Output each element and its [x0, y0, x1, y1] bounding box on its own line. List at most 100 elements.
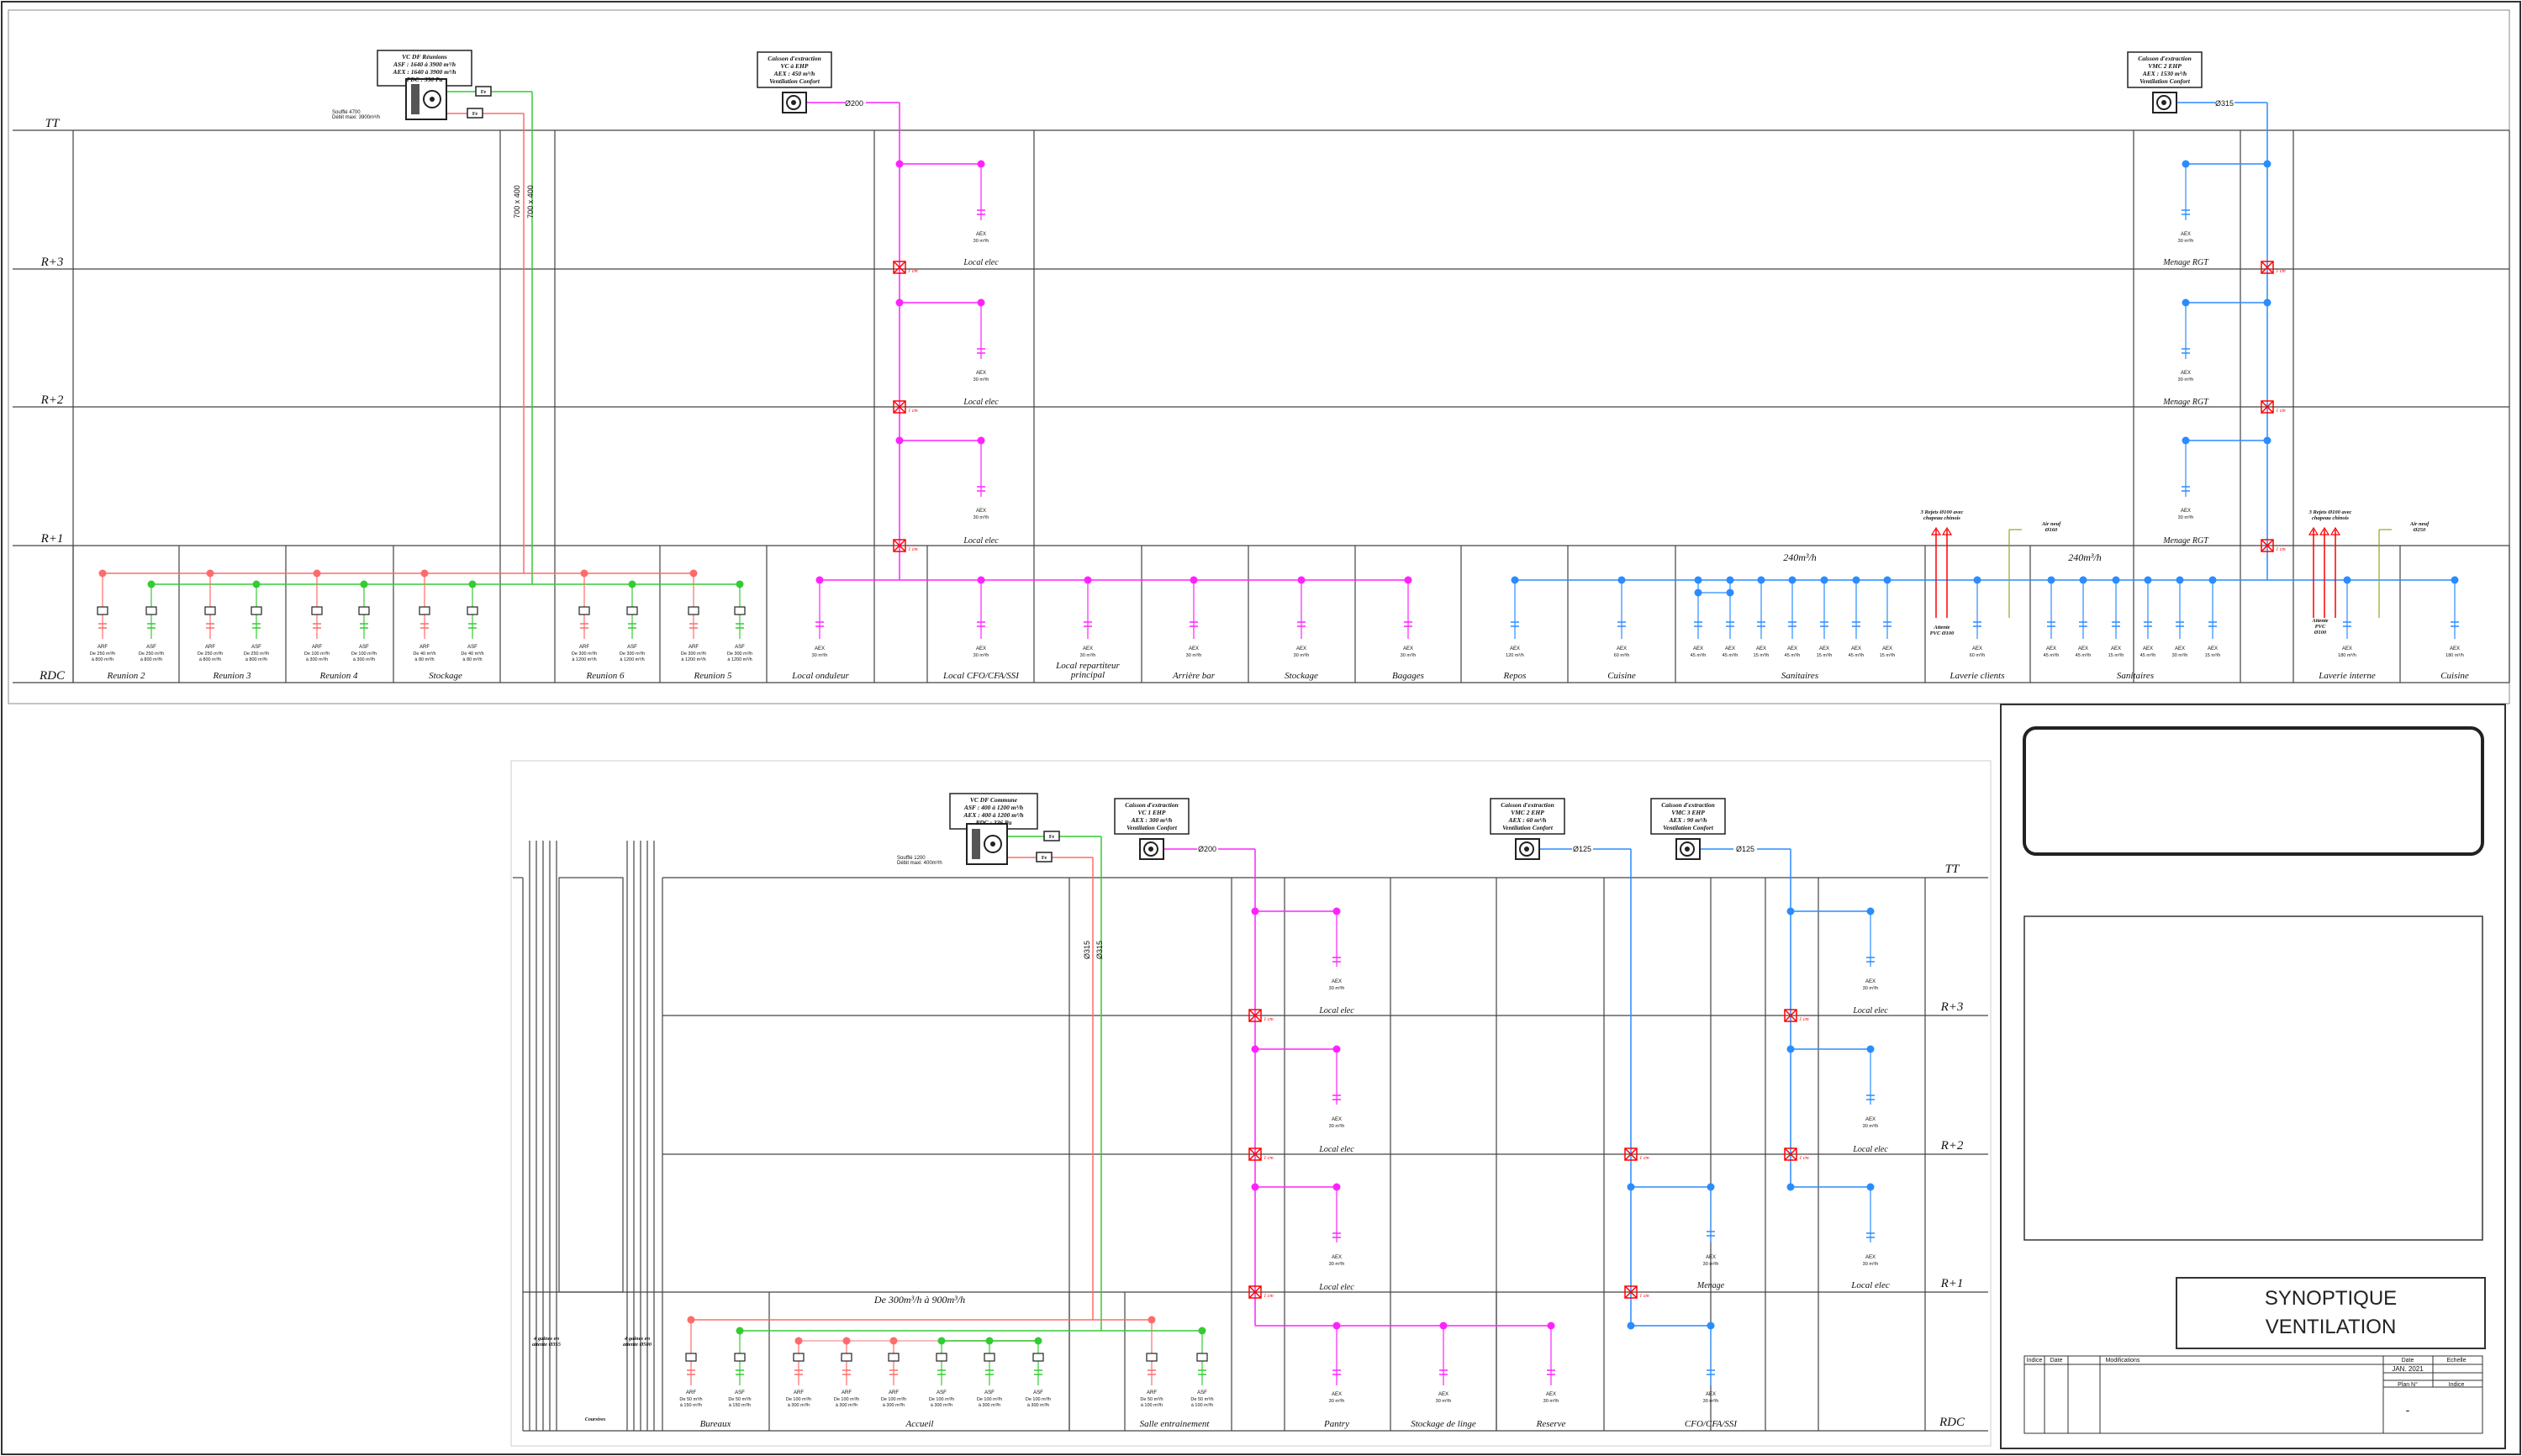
room-label: Laverie clients: [1949, 671, 2004, 681]
diffuser-icon: [1788, 621, 1797, 627]
volume-damper: [626, 606, 638, 615]
terminal-flow: De 50 m³/h: [679, 1397, 702, 1402]
box-text: VC à EHP: [781, 62, 809, 70]
diffuser-icon: [1439, 1369, 1448, 1375]
room-label: Reunion 2: [107, 671, 145, 681]
damper-label: 1 cm: [2276, 269, 2286, 274]
terminal-tag: ARF: [312, 645, 322, 650]
duct-node: [313, 569, 321, 578]
box-text: AEX : 400 à 1200 m³/h: [963, 811, 1023, 819]
diffuser-icon: [1332, 957, 1341, 963]
terminal-flow: à 1200 m³/h: [727, 657, 752, 662]
diffuser-icon: [2182, 486, 2190, 492]
diffuser-icon: [1726, 621, 1734, 627]
terminal-flow: 15 m³/h: [1754, 653, 1770, 658]
duct-node: [1251, 1183, 1259, 1191]
duct-node: [2079, 576, 2087, 584]
room-label: Arrière bar: [1172, 671, 1216, 681]
terminal-flow: 15 m³/h: [1817, 653, 1833, 658]
terminal-flow: à 100 m³/h: [1191, 1403, 1213, 1408]
duct-node: [147, 580, 156, 588]
terminal-tag: ASF: [1197, 1390, 1207, 1395]
terminal-flow: De 250 m³/h: [90, 652, 115, 657]
duct-node: [2263, 160, 2271, 168]
terminal-tag: ASF: [251, 645, 261, 650]
diffuser-icon: [2047, 621, 2055, 627]
terminal-flow: 30 m³/h: [1401, 653, 1417, 658]
duct-node: [842, 1337, 851, 1345]
volume-damper: [419, 606, 430, 615]
terminal-flow: 120 m³/h: [1506, 653, 1524, 658]
room-label: Reunion 6: [586, 671, 625, 681]
terminal-flow: 45 m³/h: [1723, 653, 1738, 658]
terminal-flow: à 300 m³/h: [883, 1403, 905, 1408]
duct-node: [794, 1337, 803, 1345]
chinese-hat-icon: [2329, 526, 2341, 535]
bottom-section-frame: [510, 760, 1992, 1447]
volume-damper: [578, 606, 590, 615]
label-box: [1490, 798, 1565, 835]
damper-label: 1 cm: [2276, 547, 2286, 552]
duct-node: [1627, 1183, 1635, 1191]
duct-node: [1251, 907, 1259, 915]
diffuser-icon: [736, 1369, 744, 1375]
terminal-tag: AEX: [976, 646, 986, 652]
duct-node: [1251, 1045, 1259, 1053]
level-label: RDC: [1939, 1416, 1965, 1429]
room-label: Repos: [1503, 671, 1527, 681]
logo-box: [2023, 726, 2484, 856]
diffuser-icon: [1852, 621, 1860, 627]
room-label: Local elec: [1318, 1145, 1354, 1154]
volume-damper: [936, 1353, 947, 1362]
terminal-flow: 45 m³/h: [1691, 653, 1707, 658]
diffuser-icon: [815, 621, 824, 627]
duct-node: [895, 298, 904, 307]
diffuser-icon: [2144, 621, 2152, 627]
room-label: CFO/CFA/SSI: [1685, 1419, 1738, 1429]
diffuser-icon: [313, 623, 321, 629]
damper-label: 1 cm: [908, 409, 918, 414]
box-text: Caisson d'extraction: [1501, 801, 1554, 809]
terminal-tag: ARF: [98, 645, 108, 650]
label-box: [1650, 798, 1726, 835]
symbol-layer: [97, 50, 2459, 1375]
label-layer: Indice Date Modifications Date Echelle JAN. 2…: [39, 53, 2469, 1429]
duct-node: [252, 580, 261, 588]
terminal-tag: ASF: [937, 1390, 947, 1395]
diffuser-icon: [1148, 1369, 1156, 1375]
damper-tag: Fe: [1049, 835, 1055, 840]
note-text: 4 gaines en: [533, 1336, 560, 1342]
terminal-tag: ARF: [1147, 1390, 1157, 1395]
diffuser-icon: [977, 486, 985, 492]
terminal-flow: 60 m³/h: [1970, 653, 1986, 658]
diffuser-icon: [736, 623, 744, 629]
room-label: Reunion 5: [694, 671, 732, 681]
terminal-tag: AEX: [1296, 646, 1306, 652]
terminal-flow: De 300 m³/h: [681, 652, 706, 657]
duct-node: [689, 569, 698, 578]
duct-node: [736, 1327, 744, 1335]
terminal-tag: AEX: [2181, 509, 2191, 514]
diffuser-icon: [1820, 621, 1828, 627]
terminal-tag: AEX: [1438, 1392, 1448, 1397]
duct-node: [895, 436, 904, 445]
note-text: 4 gaines en: [624, 1336, 651, 1342]
terminal-flow: De 300 m³/h: [727, 652, 752, 657]
fan-icon: [1675, 838, 1701, 860]
terminal-tag: ARF: [686, 1390, 696, 1395]
duct-node: [1707, 1321, 1715, 1330]
tb-dash: -: [2406, 1403, 2410, 1416]
duct-node: [1694, 588, 1702, 597]
box-text: Ventilation Confort: [1502, 824, 1554, 831]
ahu-note: Soufflé 4700: [332, 110, 361, 115]
volume-damper: [467, 606, 478, 615]
chinese-hat-icon: [2308, 526, 2319, 535]
duct-node: [1148, 1316, 1156, 1324]
terminal-tag: AEX: [1332, 1392, 1342, 1397]
room-label: Local elec: [1318, 1006, 1354, 1016]
diffuser-icon: [889, 1369, 898, 1375]
chinese-hat-icon: [2319, 526, 2330, 535]
damper-label: 1 cm: [1264, 1156, 1274, 1161]
note-text: attente Ø500: [623, 1342, 652, 1348]
